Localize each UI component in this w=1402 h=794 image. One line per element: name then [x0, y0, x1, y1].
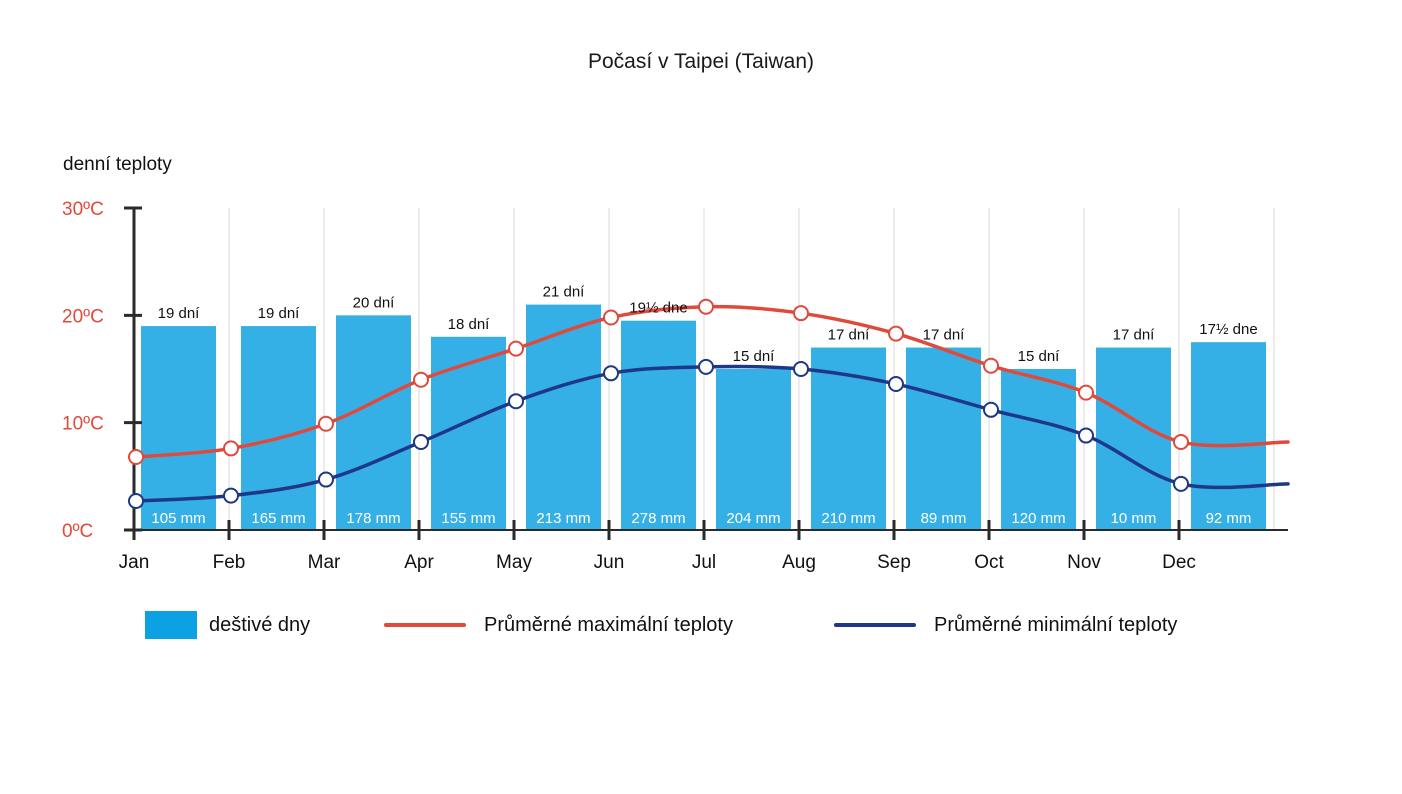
legend-max-label: Průměrné maximální teploty: [484, 613, 733, 636]
y-tick-label: 10ºC: [62, 414, 104, 435]
min-temp-point: [128, 493, 144, 510]
rain-mm-label: 213 mm: [536, 510, 590, 527]
rain-days-label: 21 dní: [543, 284, 586, 301]
min-temp-point: [793, 361, 809, 377]
x-tick-label: Apr: [404, 552, 434, 573]
x-tick-label: Sep: [877, 552, 911, 573]
rain-bar: [1096, 347, 1171, 530]
x-tick-label: May: [496, 552, 532, 573]
rain-bar: [526, 304, 601, 530]
legend-rain-label: deštivé dny: [209, 613, 311, 636]
legend-rain: deštivé dny: [145, 610, 310, 640]
rain-mm-label: 178 mm: [346, 510, 400, 527]
max-temp-point: [793, 305, 809, 322]
rain-mm-label: 120 mm: [1011, 510, 1065, 527]
rain-days-label: 20 dní: [353, 294, 396, 311]
max-temp-point: [888, 325, 904, 342]
rain-bar: [716, 369, 791, 530]
rain-days-label: 15 dní: [733, 348, 776, 365]
min-temp-point: [508, 393, 524, 410]
rain-bar: [1191, 342, 1266, 530]
max-temp-point: [508, 340, 524, 357]
rain-days-label: 18 dní: [448, 316, 491, 333]
y-tick-label: 30ºC: [62, 199, 104, 220]
x-tick-label: Jun: [594, 552, 625, 573]
max-temp-point: [983, 357, 999, 374]
max-temp-point: [413, 371, 429, 388]
min-temp-point: [603, 365, 619, 382]
rain-days-label: 17 dní: [923, 327, 966, 344]
min-temp-point: [223, 487, 239, 504]
rain-days-label: 15 dní: [1018, 348, 1061, 365]
x-tick-label: Mar: [308, 552, 341, 573]
min-temp-point: [888, 376, 904, 393]
rain-mm-label: 89 mm: [921, 510, 967, 527]
rain-bar: [241, 326, 316, 530]
rain-bar: [336, 315, 411, 530]
x-tick-label: Oct: [974, 552, 1004, 573]
max-temp-point: [128, 449, 144, 466]
rain-mm-label: 278 mm: [631, 510, 685, 527]
chart-title: Počasí v Taipei (Taiwan): [587, 50, 815, 73]
rain-bar: [906, 347, 981, 530]
x-tick-label: Aug: [782, 552, 816, 573]
legend-rain-swatch: [145, 611, 197, 639]
rain-bar: [141, 326, 216, 530]
max-temp-point: [1078, 384, 1094, 401]
rain-days-label: 19 dní: [158, 305, 201, 322]
rain-bar: [1001, 369, 1076, 530]
rain-mm-label: 204 mm: [726, 510, 780, 527]
x-tick-label: Nov: [1067, 552, 1101, 573]
rain-mm-label: 10 mm: [1111, 510, 1157, 527]
rain-days-label: 19½ dne: [629, 300, 687, 317]
max-temp-point: [318, 415, 334, 432]
rain-mm-label: 155 mm: [441, 510, 495, 527]
legend-max: Průměrné maximální teploty: [384, 610, 733, 640]
y-tick-label: 20ºC: [62, 306, 104, 327]
min-temp-point: [318, 471, 334, 488]
x-tick-label: Feb: [213, 552, 246, 573]
legend-min-swatch: [834, 623, 916, 627]
max-temp-point: [698, 298, 714, 315]
min-temp-point: [698, 358, 714, 375]
min-temp-point: [983, 401, 999, 418]
max-temp-point: [223, 440, 239, 457]
min-temp-point: [1078, 427, 1094, 444]
y-tick-label: 0ºC: [62, 521, 93, 542]
x-tick-label: Jul: [692, 552, 716, 573]
x-tick-label: Dec: [1162, 552, 1196, 573]
rain-days-label: 17½ dne: [1199, 321, 1257, 338]
legend-min-label: Průměrné minimální teploty: [934, 613, 1178, 636]
rain-days-label: 17 dní: [1113, 327, 1156, 344]
x-tick-label: Jan: [119, 552, 150, 573]
rain-days-label: 19 dní: [258, 305, 301, 322]
rain-mm-label: 210 mm: [821, 510, 875, 527]
rain-mm-label: 165 mm: [251, 510, 305, 527]
legend-max-swatch: [384, 623, 466, 627]
y-axis-label: denní teploty: [63, 154, 172, 175]
rain-bar: [621, 320, 696, 530]
rain-days-label: 17 dní: [828, 327, 871, 344]
rain-mm-label: 105 mm: [151, 510, 205, 527]
min-temp-point: [413, 433, 429, 450]
max-temp-point: [1173, 433, 1189, 450]
legend-min: Průměrné minimální teploty: [834, 610, 1177, 640]
max-temp-point: [603, 309, 619, 326]
min-temp-point: [1173, 475, 1189, 492]
rain-mm-label: 92 mm: [1206, 510, 1252, 527]
